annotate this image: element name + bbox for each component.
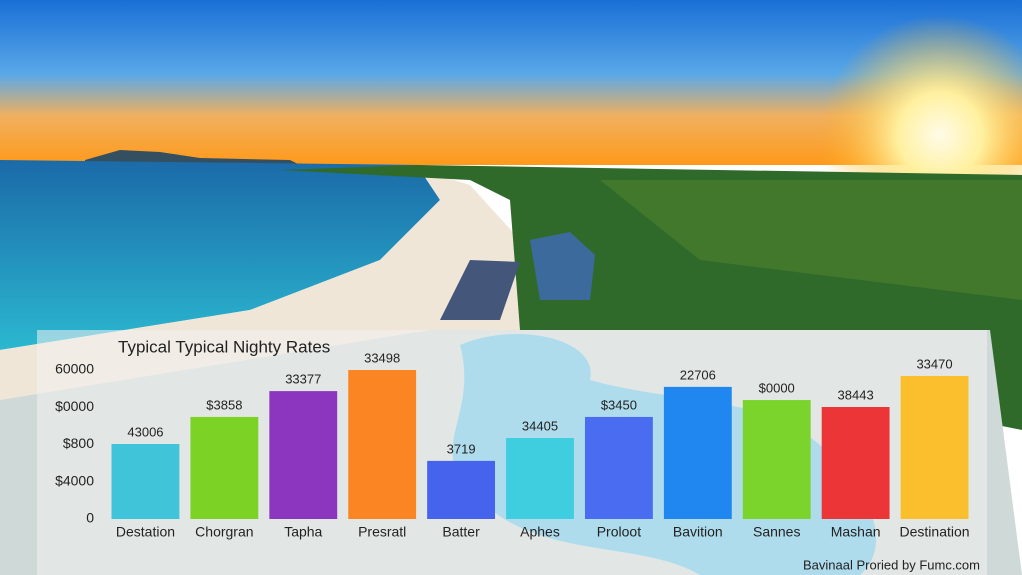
x-tick-label: Destation	[116, 524, 175, 540]
bar	[269, 391, 338, 519]
x-tick-label: Mashan	[831, 524, 881, 540]
footer: Bavinaal Proried by Fumc.com	[803, 557, 980, 572]
y-tick-label: $800	[63, 435, 94, 451]
y-tick-label: $0000	[55, 398, 94, 414]
x-tick-label: Tapha	[284, 524, 322, 540]
bar-label: $0000	[759, 380, 795, 395]
x-tick-label: Chorgran	[195, 524, 253, 540]
bar	[190, 416, 259, 519]
bar-label: 33498	[364, 350, 400, 365]
bar-label: 33377	[285, 372, 321, 387]
bar-label: 3719	[447, 441, 476, 456]
bar	[663, 386, 732, 519]
y-tick-label: $4000	[55, 472, 94, 488]
bar-label: $3450	[601, 397, 637, 412]
bar	[506, 438, 574, 519]
bar	[742, 400, 811, 519]
bar-label: $3858	[206, 397, 242, 412]
bar-label: 38443	[838, 387, 874, 402]
bar	[900, 375, 969, 519]
bar	[111, 444, 180, 519]
bar	[427, 460, 496, 519]
bar-label: 34405	[522, 418, 558, 433]
bar-label: 43006	[127, 424, 163, 439]
x-tick-label: Destination	[900, 524, 970, 540]
bar-label: 22706	[680, 367, 716, 382]
x-tick-label: Presratl	[358, 524, 406, 540]
bar-label: 33470	[916, 356, 952, 371]
bar	[821, 407, 890, 519]
chart-title: Typical Typical Nighty Rates	[118, 337, 330, 356]
x-tick-label: Sannes	[753, 524, 800, 540]
x-tick-label: Aphes	[520, 524, 560, 540]
x-tick-label: Bavition	[673, 524, 723, 540]
x-tick-label: Batter	[442, 524, 480, 540]
x-tick-label: Proloot	[597, 524, 641, 540]
y-tick-label: 0	[86, 510, 94, 526]
y-tick-label: 60000	[55, 361, 94, 377]
bar	[584, 416, 653, 519]
bar	[348, 370, 417, 519]
